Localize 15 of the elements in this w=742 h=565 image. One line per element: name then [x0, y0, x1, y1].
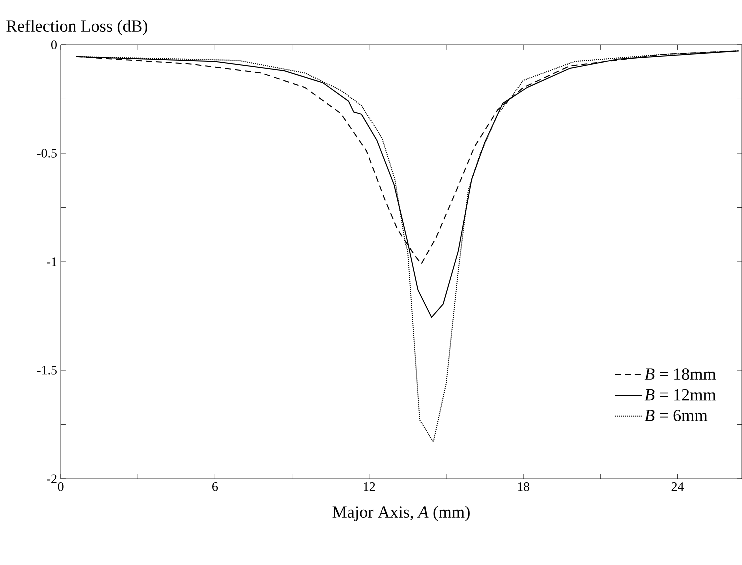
x-tick-label: 18 [518, 482, 530, 492]
y-tick-label: -0.5 [37, 149, 57, 158]
x-tick-label: 0 [58, 482, 64, 492]
y-tick-label: 0 [52, 40, 57, 50]
x-tick-label: 24 [672, 482, 684, 492]
y-tick-label: -2 [47, 474, 57, 484]
legend-label: B = 12mm [644, 389, 716, 401]
y-tick-label: -1.5 [37, 366, 57, 375]
y-axis-title: Reflection Loss (dB) [6, 20, 148, 36]
legend-label: B = 18mm [644, 368, 716, 380]
x-tick-label: 6 [212, 482, 218, 492]
y-tick-label: -1 [47, 258, 57, 266]
x-tick-label: 12 [364, 482, 376, 492]
x-axis-title: Major Axis, A (mm) [332, 506, 470, 522]
legend-label: B = 6mm [644, 410, 708, 422]
